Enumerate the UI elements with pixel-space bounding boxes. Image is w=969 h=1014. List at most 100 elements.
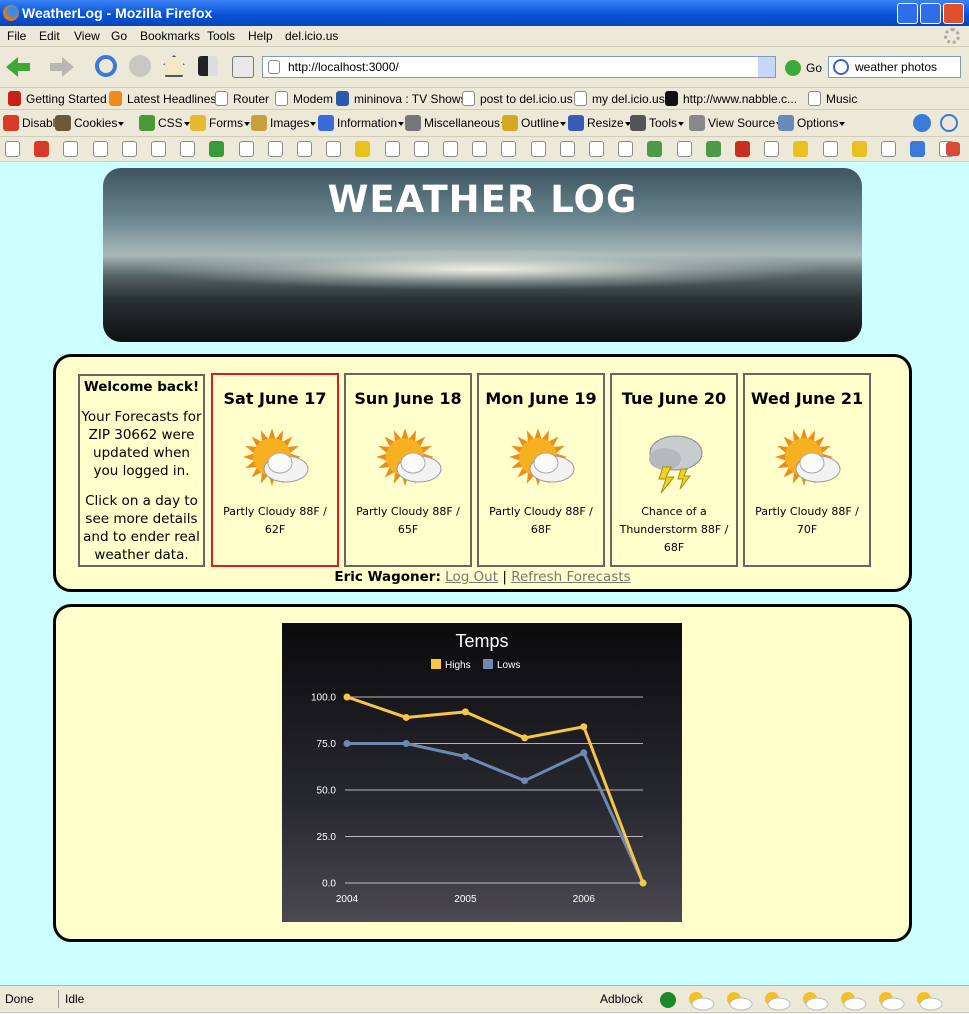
legend-swatch	[483, 659, 493, 669]
minimize-button[interactable]	[897, 3, 918, 24]
quick-link[interactable]	[530, 141, 546, 157]
dropdown-arrow	[398, 122, 405, 129]
weather-icon	[775, 428, 841, 486]
tool-menu[interactable]: Miscellaneous	[424, 116, 508, 130]
quick-link[interactable]	[647, 141, 663, 157]
sun-ray	[243, 453, 255, 461]
quick-link[interactable]	[121, 141, 137, 157]
bookmark[interactable]: Music	[826, 92, 858, 106]
url-text: http://localhost:3000/	[288, 60, 399, 74]
chart-panel: Temps Highs Lows 0.0 25.0 50.0 75.0 100.0 2004 20…	[53, 604, 912, 942]
tool-menu[interactable]: View Source	[708, 116, 783, 130]
quick-link[interactable]	[822, 141, 838, 157]
quick-link[interactable]	[589, 141, 604, 157]
bookmark[interactable]: mininova : TV Shows	[354, 92, 467, 106]
forecast-day[interactable]: Sun June 18 Partly Cloudy 88F / 65F	[344, 373, 472, 567]
quick-link[interactable]	[151, 141, 166, 157]
menu-item[interactable]: File	[7, 29, 27, 43]
tool-menu[interactable]: CSS	[158, 116, 191, 130]
quick-link[interactable]	[355, 141, 371, 157]
quick-link[interactable]	[910, 141, 926, 157]
quick-link[interactable]	[297, 141, 312, 157]
bookmark[interactable]: Modem	[293, 92, 334, 106]
quick-link[interactable]	[5, 141, 20, 157]
forecast-day[interactable]: Mon June 19 Partly Cloudy 88F / 68F	[477, 373, 605, 567]
forecast-day[interactable]: Wed June 21 Partly Cloudy 88F / 70F	[743, 373, 871, 567]
menu-item[interactable]: Edit	[39, 29, 60, 43]
toolbar-button[interactable]	[198, 56, 218, 76]
weather-icon	[376, 428, 442, 486]
go-icon[interactable]	[785, 60, 801, 76]
series-line	[346, 695, 645, 884]
bookmark[interactable]: post to del.icio.us	[480, 92, 573, 106]
tool-menu[interactable]: Information	[337, 116, 405, 130]
tool-menu[interactable]: Resize	[587, 116, 632, 130]
menu-item[interactable]: del.icio.us	[285, 29, 339, 43]
home-button[interactable]	[163, 55, 185, 77]
quick-link[interactable]	[793, 141, 809, 157]
quick-link[interactable]	[618, 141, 634, 157]
cloud	[919, 997, 943, 1011]
quick-link[interactable]	[764, 141, 780, 157]
refresh-link[interactable]: Refresh Forecasts	[511, 569, 631, 585]
quick-link[interactable]	[705, 141, 721, 157]
go-button[interactable]: Go	[806, 61, 823, 75]
menu-item[interactable]: View	[74, 29, 100, 43]
quick-link[interactable]	[735, 141, 750, 157]
quick-link[interactable]	[267, 141, 283, 157]
quick-link[interactable]	[472, 141, 488, 157]
bookmark-icon	[462, 91, 475, 106]
logout-link[interactable]: Log Out	[445, 569, 499, 585]
dropdown-arrow	[244, 122, 250, 129]
stop-button[interactable]	[129, 55, 151, 77]
back-button[interactable]	[6, 57, 30, 77]
quick-link[interactable]	[326, 141, 342, 157]
tool-menu[interactable]: Tools	[649, 116, 685, 130]
quick-link[interactable]	[209, 141, 225, 157]
quick-link[interactable]	[413, 141, 429, 157]
quick-link[interactable]	[881, 141, 896, 157]
bookmark[interactable]: my del.icio.us	[592, 92, 665, 106]
close-button[interactable]	[943, 3, 964, 24]
y-tick-label: 50.0	[317, 786, 337, 797]
quick-link[interactable]	[851, 141, 867, 157]
tool-menu[interactable]: Outline	[521, 116, 567, 130]
quick-link[interactable]	[384, 141, 400, 157]
reload-button[interactable]	[95, 55, 117, 77]
menu-item[interactable]: Go	[111, 29, 128, 43]
quick-link[interactable]	[34, 141, 50, 157]
bookmark[interactable]: Latest Headlines	[127, 92, 217, 106]
url-dropdown[interactable]	[758, 57, 775, 77]
bookmark[interactable]: Router	[233, 92, 270, 106]
quick-link[interactable]	[238, 141, 254, 157]
forecast-day[interactable]: Tue June 20 Chance of a Thunderstorm 88F …	[610, 373, 738, 567]
bookmark[interactable]: http://www.nabble.c...	[683, 92, 798, 106]
menu-item[interactable]: Help	[248, 29, 273, 43]
weather-status-icon	[765, 992, 791, 1011]
quick-link[interactable]	[559, 141, 575, 157]
quick-link[interactable]	[443, 141, 458, 157]
bookmark[interactable]: Getting Started	[26, 92, 107, 106]
adblock-label[interactable]: Adblock	[600, 992, 643, 1006]
url-field[interactable]: http://localhost:3000/	[262, 56, 776, 78]
menu-item[interactable]: Tools	[207, 29, 236, 43]
maximize-button[interactable]	[920, 3, 941, 24]
tool-menu[interactable]: Options	[797, 116, 846, 130]
data-point	[343, 693, 351, 701]
quick-link[interactable]	[501, 141, 517, 157]
search-field[interactable]: weather photos	[828, 56, 961, 78]
tool-menu[interactable]: Cookies	[74, 116, 125, 130]
quick-link[interactable]	[676, 141, 692, 157]
menu-item[interactable]: Bookmarks	[140, 29, 201, 43]
forward-button[interactable]	[50, 57, 74, 77]
bookmark-icon	[8, 91, 21, 106]
quick-link[interactable]	[92, 141, 108, 157]
tool-menu[interactable]: Forms	[209, 116, 251, 130]
weather-icon	[509, 428, 575, 486]
quick-link[interactable]	[63, 141, 79, 157]
tag-button[interactable]	[232, 56, 254, 78]
quick-link[interactable]	[180, 141, 196, 157]
forecast-day[interactable]: Sat June 17 Partly Cloudy 88F / 62F	[211, 373, 339, 567]
tool-menu[interactable]: Images	[270, 116, 317, 130]
